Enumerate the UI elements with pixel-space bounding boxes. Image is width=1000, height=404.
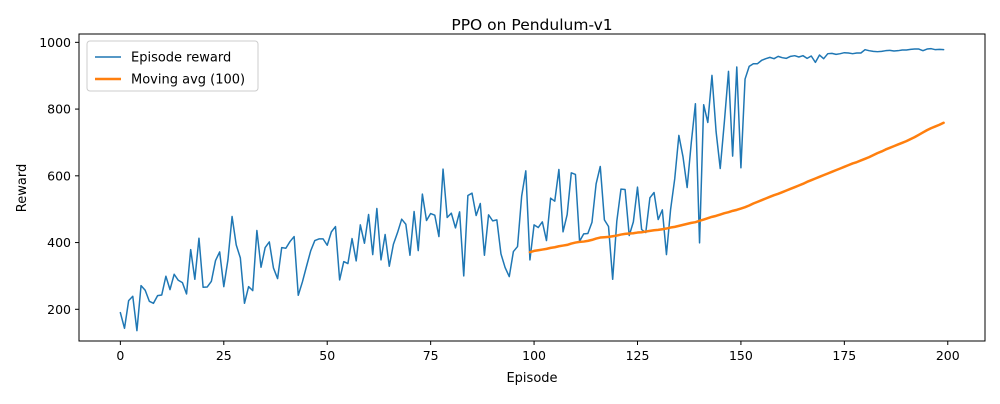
y-tick-label: 400	[47, 235, 71, 250]
x-tick-label: 0	[116, 348, 124, 363]
x-tick-label: 125	[626, 348, 650, 363]
y-tick-label: 200	[47, 302, 71, 317]
series-line-moving-avg	[528, 121, 945, 254]
plot-series	[119, 47, 945, 332]
x-axis-label: Episode	[506, 371, 557, 386]
legend-label-episode-reward: Episode reward	[131, 51, 231, 66]
x-tick-label: 50	[319, 348, 335, 363]
series-line-episode-reward	[119, 47, 945, 332]
plot-frame	[78, 33, 986, 342]
legend-box	[86, 40, 259, 92]
y-tick-label: 1000	[39, 35, 71, 50]
legend: Episode reward Moving avg (100)	[86, 40, 259, 92]
x-tick-label: 25	[216, 348, 232, 363]
x-tick-label: 175	[832, 348, 856, 363]
x-tick-label: 100	[522, 348, 546, 363]
x-tick-label: 200	[936, 348, 960, 363]
y-tick-label: 600	[47, 168, 71, 183]
x-tick-label: 75	[423, 348, 439, 363]
legend-label-moving-avg: Moving avg (100)	[131, 73, 245, 88]
y-axis-ticks: 200 400 600 800 1000	[39, 35, 79, 317]
chart-title: PPO on Pendulum-v1	[451, 16, 612, 34]
y-tick-label: 800	[47, 102, 71, 117]
x-axis-ticks: 0 25 50 75 100 125 150 175 200	[116, 341, 960, 363]
y-axis-label: Reward	[15, 164, 30, 212]
x-tick-label: 150	[729, 348, 753, 363]
